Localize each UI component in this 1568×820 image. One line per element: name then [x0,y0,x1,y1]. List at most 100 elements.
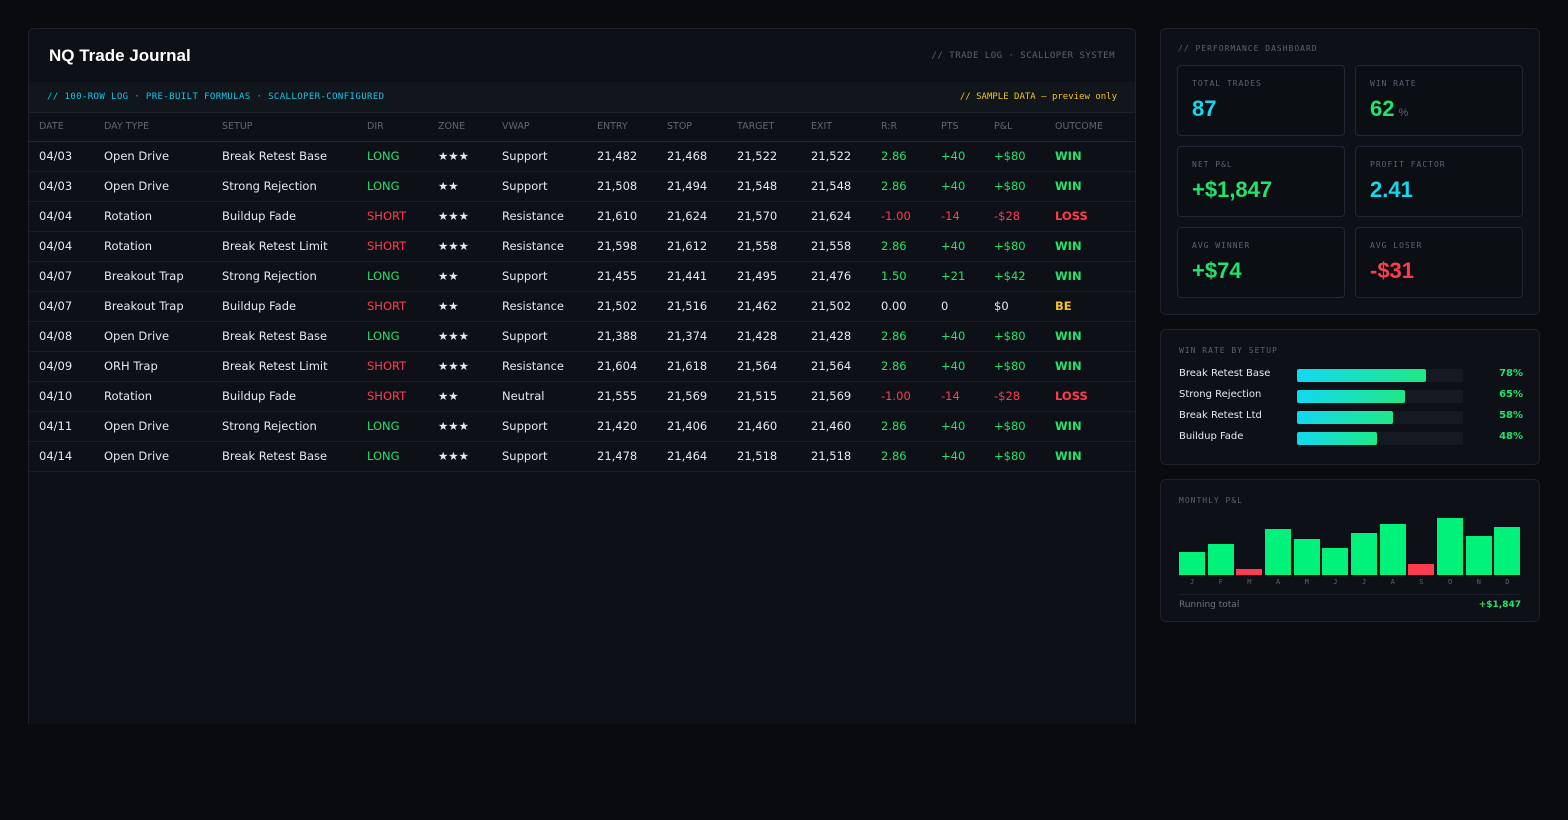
setup-bar-fill [1297,369,1427,382]
table-row[interactable]: 04/09 ORH Trap Break Retest Limit SHORT ★★★ R… [29,351,1135,382]
setup-cell: Buildup Fade [212,381,357,412]
table-row[interactable]: 04/08 Open Drive Break Retest Base LONG ★★★ S… [29,321,1135,352]
exit-cell: 21,564 [801,351,871,382]
running-total-row: Running total +$1,847 [1179,594,1521,610]
column-header: PTS [931,113,984,142]
setup-bar-track [1297,390,1463,403]
day-type-cell: Open Drive [94,141,212,172]
direction-cell: LONG [357,171,428,202]
month-bar [1408,564,1435,575]
month-tick-label: D [1505,578,1510,586]
profit-factor-card: PROFIT FACTOR 2.41 [1355,146,1523,217]
win-rate-by-setup-panel: WIN RATE BY SETUP Break Retest Base 78% St… [1160,329,1540,465]
target-cell: 21,515 [727,381,801,412]
stop-cell: 21,374 [657,321,727,352]
column-header: ZONE [428,113,492,142]
trade-log-table: DATE DAY TYPE SETUP DIR ZONE VWAP ENTRY STOP TAR… [29,113,1135,472]
table-row[interactable]: 04/07 Breakout Trap Buildup Fade SHORT ★★ Res… [29,291,1135,322]
table-row[interactable]: 04/07 Breakout Trap Strong Rejection LONG ★★… [29,261,1135,292]
month-tick-label: A [1390,578,1395,586]
risk-reward-cell: 2.86 [871,441,931,472]
stop-cell: 21,468 [657,141,727,172]
running-total-value: +$1,847 [1478,600,1521,610]
points-cell: +40 [931,411,984,442]
stop-cell: 21,441 [657,261,727,292]
target-cell: 21,564 [727,351,801,382]
monthly-panel-label: MONTHLY P&L [1179,496,1243,505]
exit-cell: 21,502 [801,291,871,322]
table-row[interactable]: 04/10 Rotation Buildup Fade SHORT ★★ Neutral 2… [29,381,1135,412]
column-header: TARGET [727,113,801,142]
dashboard-label: // PERFORMANCE DASHBOARD [1178,44,1318,53]
outcome-cell: WIN [1045,351,1135,382]
setup-bar-fill [1297,432,1377,445]
points-cell: +21 [931,261,984,292]
date-cell: 04/03 [29,141,94,172]
points-cell: +40 [931,141,984,172]
zone-rating-cell: ★★★ [428,321,492,352]
setup-bar-track [1297,369,1463,382]
points-cell: +40 [931,441,984,472]
stop-cell: 21,618 [657,351,727,382]
risk-reward-cell: 0.00 [871,291,931,322]
risk-reward-cell: 2.86 [871,351,931,382]
target-cell: 21,428 [727,321,801,352]
entry-cell: 21,502 [587,291,657,322]
column-header: STOP [657,113,727,142]
table-row[interactable]: 04/03 Open Drive Strong Rejection LONG ★★ Sup… [29,171,1135,202]
exit-cell: 21,460 [801,411,871,442]
risk-reward-cell: 1.50 [871,261,931,292]
points-cell: +40 [931,231,984,262]
month-tick-label: M [1304,578,1309,586]
table-row[interactable]: 04/14 Open Drive Break Retest Base LONG ★★★ S… [29,441,1135,472]
column-header: P&L [984,113,1045,142]
net-pnl-value: +$1,847 [1192,177,1273,202]
pnl-cell: +$80 [984,231,1045,262]
setup-row: Break Retest Base 78% [1179,368,1523,382]
setup-cell: Break Retest Base [212,321,357,352]
monthly-pnl-panel: MONTHLY P&L J F M A M J J A S O N D Running total +… [1160,479,1540,622]
table-row[interactable]: 04/04 Rotation Buildup Fade SHORT ★★★ Resista… [29,201,1135,232]
month-bar [1379,523,1406,575]
month-bar [1494,526,1521,575]
zone-rating-cell: ★★★ [428,351,492,382]
direction-cell: LONG [357,261,428,292]
month-tick-label: J [1333,578,1338,586]
day-type-cell: Rotation [94,231,212,262]
risk-reward-cell: -1.00 [871,381,931,412]
month-tick-label: O [1447,578,1453,586]
outcome-cell: LOSS [1045,201,1135,232]
outcome-cell: WIN [1045,141,1135,172]
setup-win-pct: 48% [1499,431,1523,442]
zone-rating-cell: ★★★ [428,231,492,262]
performance-dashboard: // PERFORMANCE DASHBOARD TOTAL TRADES 87… [1160,28,1540,315]
direction-cell: LONG [357,321,428,352]
table-row[interactable]: 04/04 Rotation Break Retest Limit SHORT ★★★ R… [29,231,1135,262]
day-type-cell: Breakout Trap [94,291,212,322]
exit-cell: 21,522 [801,141,871,172]
table-row[interactable]: 04/03 Open Drive Break Retest Base LONG ★★★ S… [29,141,1135,172]
entry-cell: 21,455 [587,261,657,292]
vwap-cell: Resistance [492,201,587,232]
day-type-cell: Open Drive [94,321,212,352]
month-bar [1351,533,1378,575]
zone-rating-cell: ★★ [428,381,492,412]
entry-cell: 21,610 [587,201,657,232]
net-pnl-card: NET P&L +$1,847 [1177,146,1345,217]
table-row[interactable]: 04/11 Open Drive Strong Rejection LONG ★★★ Su… [29,411,1135,442]
pnl-cell: $0 [984,291,1045,322]
vwap-cell: Neutral [492,381,587,412]
target-cell: 21,495 [727,261,801,292]
month-bar [1179,552,1206,575]
vwap-cell: Support [492,411,587,442]
win-rate-card: WIN RATE 62% [1355,65,1523,136]
day-type-cell: Open Drive [94,441,212,472]
stop-cell: 21,494 [657,171,727,202]
vwap-cell: Resistance [492,291,587,322]
target-cell: 21,558 [727,231,801,262]
entry-cell: 21,555 [587,381,657,412]
setup-name: Break Retest Base [1179,368,1271,379]
setup-cell: Strong Rejection [212,261,357,292]
setup-row: Break Retest Ltd 58% [1179,410,1523,424]
